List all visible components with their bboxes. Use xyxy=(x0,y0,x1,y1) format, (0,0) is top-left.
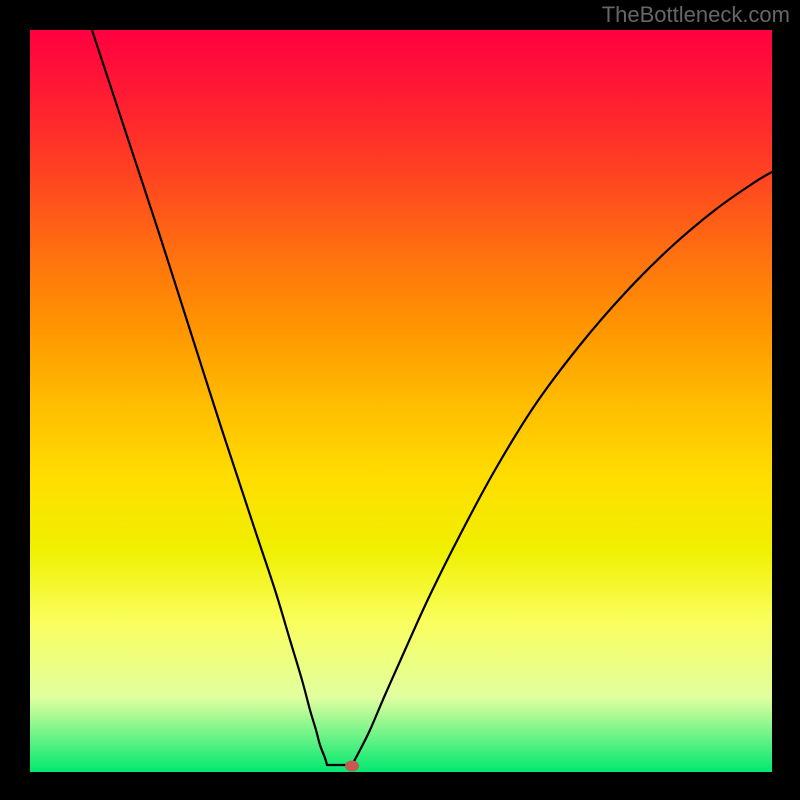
watermark-text: TheBottleneck.com xyxy=(602,2,790,28)
chart-container: TheBottleneck.com xyxy=(0,0,800,800)
optimum-marker xyxy=(345,761,359,772)
value-curve xyxy=(30,30,772,772)
plot-area xyxy=(30,30,772,772)
